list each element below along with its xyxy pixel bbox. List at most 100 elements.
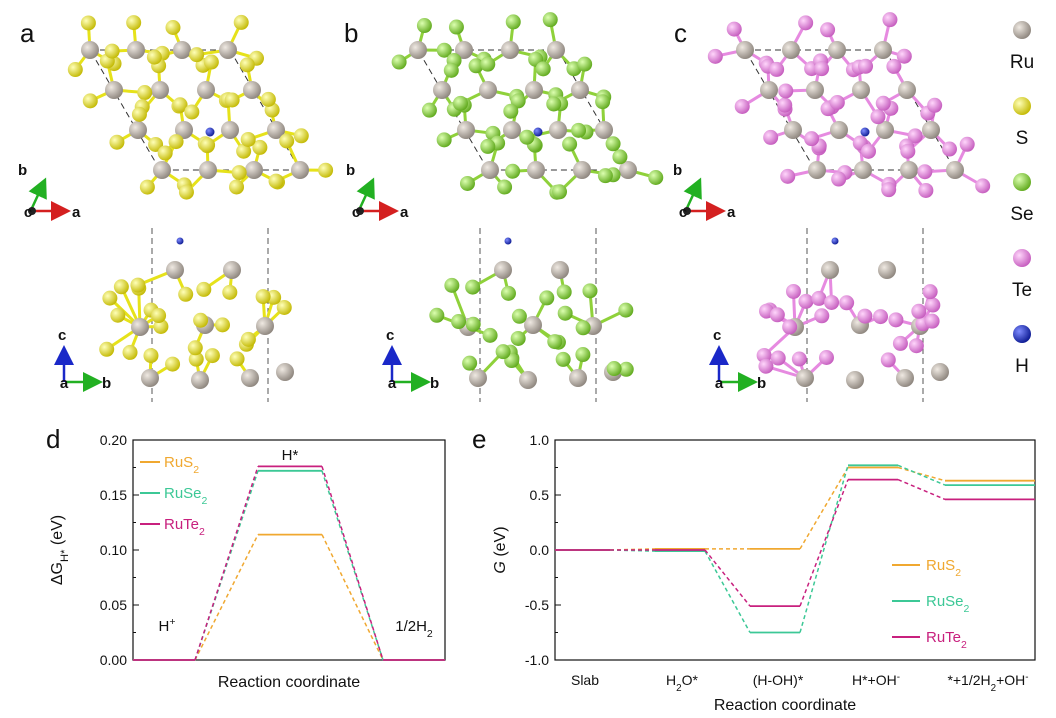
x-atom bbox=[240, 331, 256, 347]
ru-atom bbox=[191, 371, 209, 389]
x-atom bbox=[782, 319, 798, 335]
ru-atom bbox=[876, 121, 894, 139]
x-atom bbox=[416, 18, 432, 34]
x-atom bbox=[480, 56, 496, 72]
x-atom bbox=[151, 308, 167, 324]
series-rute2 bbox=[133, 465, 445, 661]
ru-atom bbox=[896, 369, 914, 387]
y-tick-label: 0.0 bbox=[530, 542, 550, 558]
x-atom bbox=[831, 171, 847, 187]
x-atom bbox=[505, 163, 521, 179]
ru-atom bbox=[433, 81, 451, 99]
x-atom bbox=[240, 131, 256, 147]
x-atom bbox=[824, 294, 840, 310]
y-tick-label: 0.20 bbox=[100, 432, 127, 448]
x-atom bbox=[429, 307, 445, 323]
x-atom bbox=[148, 136, 164, 152]
h-atom bbox=[205, 127, 215, 137]
ru-atom bbox=[494, 261, 512, 279]
x-atom bbox=[542, 12, 558, 28]
x-atom bbox=[769, 61, 785, 77]
x-atom bbox=[448, 19, 464, 35]
y-tick-label: -1.0 bbox=[525, 652, 549, 668]
x-atom bbox=[239, 57, 255, 73]
x-atom bbox=[131, 106, 147, 122]
ru-atom bbox=[946, 161, 964, 179]
axis-label-a2: a bbox=[60, 375, 69, 392]
x-atom bbox=[778, 83, 794, 99]
connector bbox=[799, 467, 849, 550]
ru-atom bbox=[852, 81, 870, 99]
x-atom bbox=[770, 350, 786, 366]
x-atom bbox=[546, 96, 562, 112]
ru-atom bbox=[619, 161, 637, 179]
ru-atom bbox=[267, 121, 285, 139]
y-tick-label: -0.5 bbox=[525, 597, 549, 613]
ru-atom bbox=[455, 41, 473, 59]
x-atom bbox=[780, 168, 796, 184]
x-atom bbox=[858, 58, 874, 74]
x-atom bbox=[444, 277, 460, 293]
x-atom bbox=[465, 316, 481, 332]
ru-atom bbox=[806, 81, 824, 99]
y-tick-label: 0.05 bbox=[100, 597, 127, 613]
legend-label: RuTe2 bbox=[164, 516, 205, 538]
connector bbox=[321, 466, 384, 661]
x-atom bbox=[860, 143, 876, 159]
x-atom bbox=[236, 143, 252, 159]
x-atom bbox=[777, 97, 793, 113]
ru-atom bbox=[221, 121, 239, 139]
h-atom bbox=[860, 127, 870, 137]
x-atom bbox=[462, 355, 478, 371]
ru-atom bbox=[166, 261, 184, 279]
x-atom bbox=[605, 136, 621, 152]
legend-atom-ru bbox=[1013, 21, 1031, 39]
legend-label: RuSe2 bbox=[164, 485, 208, 507]
ru-atom bbox=[782, 41, 800, 59]
connector bbox=[897, 478, 946, 501]
x-atom bbox=[172, 97, 188, 113]
x-atom bbox=[252, 139, 268, 155]
connector bbox=[194, 534, 259, 661]
x-atom bbox=[203, 54, 219, 70]
ru-atom bbox=[846, 371, 864, 389]
x-atom bbox=[318, 162, 334, 178]
legend-label: RuS2 bbox=[164, 454, 199, 476]
connector bbox=[704, 550, 751, 633]
x-atom bbox=[214, 317, 230, 333]
ru-atom bbox=[245, 161, 263, 179]
x-atom bbox=[99, 341, 115, 357]
ru-atom bbox=[276, 363, 294, 381]
x-atom bbox=[113, 279, 129, 295]
x-atom bbox=[421, 102, 437, 118]
x-atom bbox=[769, 307, 785, 323]
x-atom bbox=[857, 308, 873, 324]
x-atom bbox=[820, 22, 836, 38]
x-atom bbox=[80, 15, 96, 31]
x-atom bbox=[539, 290, 555, 306]
connector bbox=[799, 465, 849, 633]
x-atom bbox=[102, 290, 118, 306]
x-atom bbox=[880, 352, 896, 368]
ru-atom bbox=[551, 261, 569, 279]
x-atom bbox=[130, 277, 146, 293]
ru-atom bbox=[503, 121, 521, 139]
x-atom bbox=[818, 349, 834, 365]
x-atom bbox=[814, 308, 830, 324]
x-atom bbox=[707, 48, 723, 64]
x-atom bbox=[482, 327, 498, 343]
x-atom bbox=[109, 134, 125, 150]
x-atom bbox=[505, 14, 521, 30]
x-atom bbox=[785, 283, 801, 299]
ru-atom bbox=[821, 261, 839, 279]
h-atom bbox=[504, 237, 512, 245]
x-atom bbox=[137, 85, 153, 101]
x-atom bbox=[918, 182, 934, 198]
ru-atom bbox=[469, 369, 487, 387]
axis-label-c2: c bbox=[713, 327, 721, 344]
connector bbox=[897, 464, 946, 486]
x-atom bbox=[391, 54, 407, 70]
x-atom bbox=[571, 122, 587, 138]
x-atom bbox=[907, 128, 923, 144]
y-tick-label: 0.5 bbox=[530, 487, 550, 503]
